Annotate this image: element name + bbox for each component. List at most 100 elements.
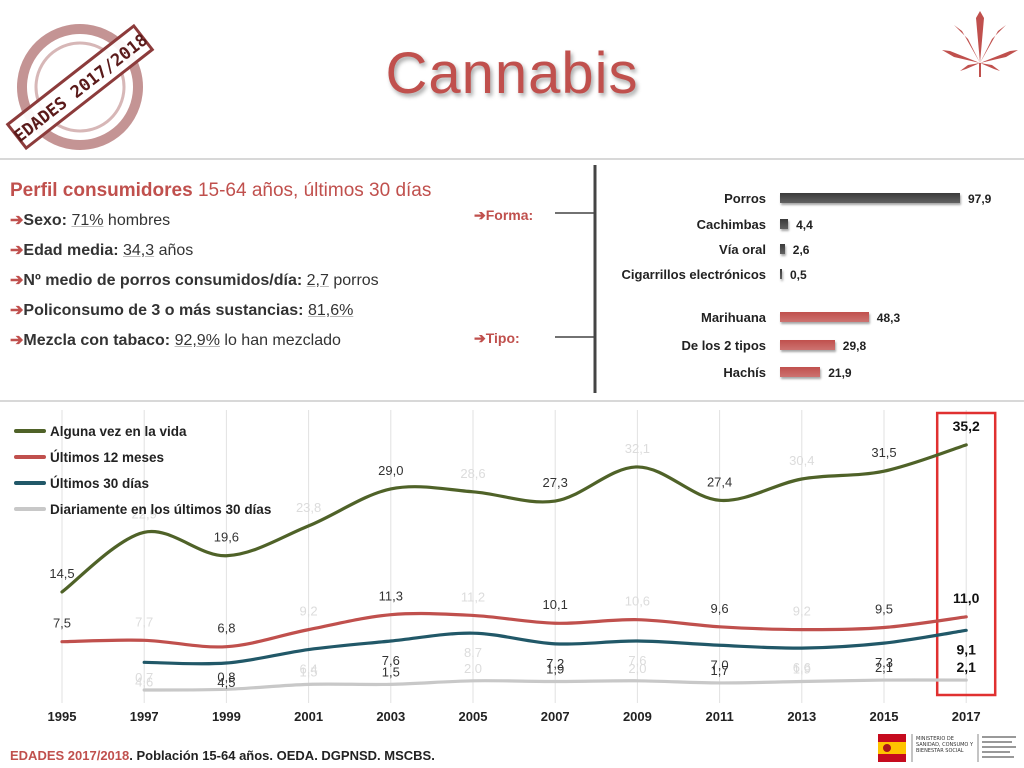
data-label-s2-1995: 7,5 [53,616,71,631]
profile-label: Policonsumo de 3 o más sustancias: [23,302,304,319]
data-label-s4-2011: 1,7 [711,663,729,678]
data-label-s1-2001: 23,8 [296,500,321,515]
profile-value: 71% [71,212,104,229]
separator-top [0,158,1024,160]
profile-row-porros: ➔Nº medio de porros consumidos/día: 2,7 … [10,270,570,290]
data-label-s2-2009: 10,6 [625,594,650,609]
data-label-s4-2007: 1,9 [546,662,564,677]
data-label-s3-2017: 9,1 [956,641,976,657]
data-label-s1-1999: 19,6 [214,530,239,545]
data-label-s4-2005: 2,0 [464,661,482,676]
ministry-logo: MINISTERIO DE SANIDAD, CONSUMO Y BIENEST… [878,734,1016,762]
series-line-4 [142,678,968,692]
ministry-logo-text: MINISTERIO DE SANIDAD, CONSUMO Y BIENEST… [916,736,974,754]
consumer-profile: Perfil consumidores 15-64 años, últimos … [10,180,570,360]
data-label-s2-2005: 11,2 [461,589,485,604]
data-label-s3-2011: 7,0 [711,657,729,672]
bar-porros [780,193,960,203]
data-label-s3-2005: 8,7 [464,645,482,660]
profile-label: Nº medio de porros consumidos/día: [23,272,303,289]
x-tick-2011: 2011 [705,709,733,724]
profile-suffix: lo han mezclado [224,332,341,349]
bar-value-hachis: 21,9 [828,366,852,380]
data-label-s2-2001: 9,2 [300,604,318,619]
data-label-s1-2003: 29,0 [378,463,403,478]
arrow-icon: ➔ [10,302,24,319]
profile-row-edad: ➔Edad media: 34,3 años [10,240,570,260]
bar-cigarrillos [780,269,782,279]
profile-row-sexo: ➔Sexo: 71% hombres [10,210,570,230]
legend-label-4: Diariamente en los últimos 30 días [50,502,271,517]
profile-row-tabaco: ➔Mezcla con tabaco: 92,9% lo han mezclad… [10,330,570,350]
data-label-s1-2007: 27,3 [543,475,568,490]
forma-group-label: ➔Forma: [474,207,533,224]
page-title: Cannabis [385,41,639,106]
x-tick-1999: 1999 [212,709,241,724]
data-label-s4-2017: 2,1 [956,659,976,675]
bar-cachimbas [780,219,789,229]
arrow-icon: ➔ [10,332,24,349]
x-tick-1997: 1997 [130,709,159,724]
data-label-s3-1999: 4,5 [217,675,235,690]
footer-source: EDADES 2017/2018. Población 15-64 años. … [10,748,435,763]
profile-label: Sexo: [23,212,67,229]
data-label-s4-2003: 1,5 [382,664,400,679]
bar-value-marihuana: 48,3 [876,311,901,325]
data-label-s4-2009: 2,0 [628,661,646,676]
profile-row-policonsumo: ➔Policonsumo de 3 o más sustancias: 81,6… [10,300,570,320]
data-label-s2-2011: 9,6 [711,601,729,616]
data-label-s2-2003: 11,3 [379,589,403,604]
data-label-s2-2007: 10,1 [543,597,568,612]
data-label-s1-2011: 27,4 [707,474,732,489]
highlight-box-2017 [935,411,997,697]
bar-value-via-oral: 2,6 [792,243,810,257]
series-line-1 [60,443,968,594]
x-tick-2015: 2015 [870,709,899,724]
footer-edades: EDADES 2017/2018 [10,748,130,763]
bar-value-de-los-2-tipos: 29,8 [842,339,867,353]
legend-label-3: Últimos 30 días [50,476,149,491]
arrow-icon: ➔ [10,212,24,229]
series-line-2 [60,611,968,649]
bar-label-de-los-2-tipos: De los 2 tipos [681,338,766,353]
data-label-s1-2009: 32,1 [625,441,650,456]
data-label-s3-1997: 4,6 [135,674,153,689]
profile-value: 92,9% [174,332,220,349]
data-label-s4-2015: 2,1 [875,660,893,675]
data-label-s3-2009: 7,6 [628,653,646,668]
edades-stamp: EDADES 2017/2018 [5,23,155,151]
arrow-icon: ➔ [474,207,486,223]
profile-heading: Perfil consumidores 15-64 años, últimos … [10,180,570,202]
data-label-s3-2007: 7,2 [546,656,564,671]
data-label-s3-2001: 6,4 [300,662,318,677]
data-label-s2-1997: 7,7 [135,614,153,629]
data-label-s4-1999: 0,8 [217,669,235,684]
x-tick-2001: 2001 [294,709,323,724]
forma-label-text: Forma: [485,207,534,223]
data-label-s1-2017: 35,2 [953,418,980,434]
profile-heading-bold: Perfil consumidores [10,180,193,201]
tipo-label-text: Tipo: [485,330,520,346]
bar-label-via-oral: Vía oral [719,242,766,257]
bar-value-cachimbas: 4,4 [796,218,813,232]
arrow-icon: ➔ [474,330,486,346]
x-tick-2007: 2007 [541,709,570,724]
data-label-s1-2013: 30,4 [789,453,814,468]
data-label-s2-2015: 9,5 [875,602,893,617]
data-label-s4-2013: 1,9 [793,662,811,677]
bar-value-cigarrillos: 0,5 [790,268,807,282]
bar-label-hachis: Hachís [723,365,766,380]
tipo-group-label: ➔Tipo: [474,330,520,347]
footer-rest: . Población 15-64 años. OEDA. DGPNSD. MS… [129,748,435,763]
prevalence-line-chart: 1995 1997 1999 2001 2003 2005 2007 2009 2011 2013… [14,410,997,724]
x-tick-2017: 2017 [952,709,981,724]
bar-label-cigarrillos: Cigarrillos electrónicos [621,267,767,282]
x-tick-2009: 2009 [623,709,652,724]
profile-label: Mezcla con tabaco: [23,332,171,349]
profile-value: 2,7 [306,272,329,289]
bar-label-porros: Porros [724,191,766,206]
legend-label-1: Alguna vez en la vida [50,424,187,439]
x-tick-2013: 2013 [787,709,816,724]
bar-value-porros: 97,9 [968,192,992,206]
profile-heading-rest: 15-64 años, últimos 30 días [197,180,432,201]
